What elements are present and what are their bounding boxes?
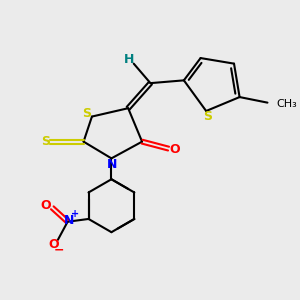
Text: +: +: [71, 209, 80, 219]
Text: O: O: [41, 199, 52, 212]
Text: O: O: [48, 238, 59, 251]
Text: S: S: [82, 107, 91, 120]
Text: CH₃: CH₃: [276, 99, 297, 109]
Text: S: S: [40, 135, 50, 148]
Text: S: S: [203, 110, 212, 123]
Text: N: N: [64, 214, 74, 227]
Text: −: −: [54, 244, 64, 257]
Text: O: O: [169, 143, 180, 157]
Text: H: H: [124, 53, 135, 66]
Text: N: N: [107, 158, 117, 171]
